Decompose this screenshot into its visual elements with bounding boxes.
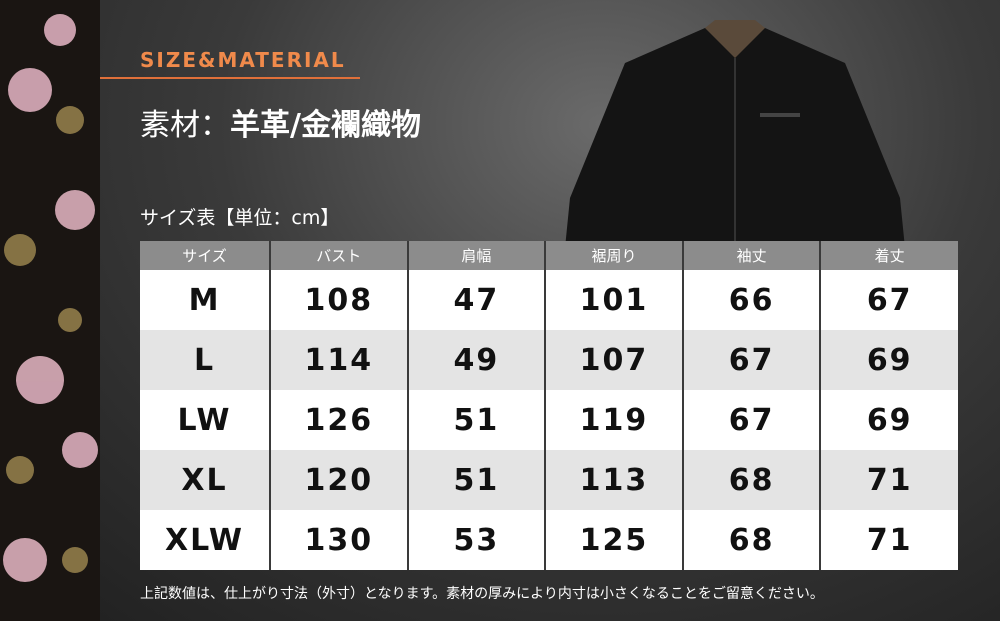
cell: 47 [406,270,546,330]
table-row: XLW 130 53 125 68 71 [140,510,958,570]
table-row: LW 126 51 119 67 69 [140,390,958,450]
table-row: XL 120 51 113 68 71 [140,450,958,510]
size-cell: XL [140,450,270,510]
cell: 69 [819,330,958,390]
cell: 71 [819,450,958,510]
cell: 120 [269,450,408,510]
cell: 125 [544,510,683,570]
size-cell: L [140,330,270,390]
cell: 51 [406,390,546,450]
table-row: L 114 49 107 67 69 [140,330,958,390]
header-row: サイズ バスト 肩幅 裾周り 袖丈 着丈 [140,241,958,270]
cell: 101 [544,270,683,330]
size-table: サイズ バスト 肩幅 裾周り 袖丈 着丈 M 108 47 101 66 67 L 114 49 107 67… [140,241,958,570]
section-label: SIZE&MATERIAL [140,48,346,72]
cell: 67 [819,270,958,330]
cell: 114 [269,330,408,390]
size-cell: XLW [140,510,270,570]
material-label: 素材： [140,108,230,143]
floral-strip [0,0,100,621]
cell: 53 [406,510,546,570]
column-header: サイズ [140,241,270,270]
note: 上記数値は、仕上がり寸法（外寸）となります。素材の厚みにより内寸は小さくなること… [140,586,824,602]
size-cell: M [140,270,270,330]
jacket-photo [565,20,905,248]
divider [100,77,360,79]
cell: 71 [819,510,958,570]
cell: 68 [681,510,821,570]
cell: 119 [544,390,683,450]
table-row: M 108 47 101 66 67 [140,270,958,330]
table-caption: サイズ表【単位：cm】 [140,207,340,229]
cell: 67 [681,390,821,450]
cell: 49 [406,330,546,390]
cell: 66 [681,270,821,330]
column-header: 袖丈 [681,241,821,270]
cell: 126 [269,390,408,450]
cell: 67 [681,330,821,390]
cell: 130 [269,510,408,570]
cell: 107 [544,330,683,390]
column-header: 着丈 [819,241,958,270]
column-header: バスト [269,241,408,270]
cell: 69 [819,390,958,450]
material-value: 羊革/金襴織物 [230,108,421,143]
size-cell: LW [140,390,270,450]
material: 素材：羊革/金襴織物 [140,100,421,144]
cell: 68 [681,450,821,510]
cell: 108 [269,270,408,330]
column-header: 肩幅 [406,241,546,270]
cell: 51 [406,450,546,510]
column-header: 裾周り [544,241,683,270]
cell: 113 [544,450,683,510]
